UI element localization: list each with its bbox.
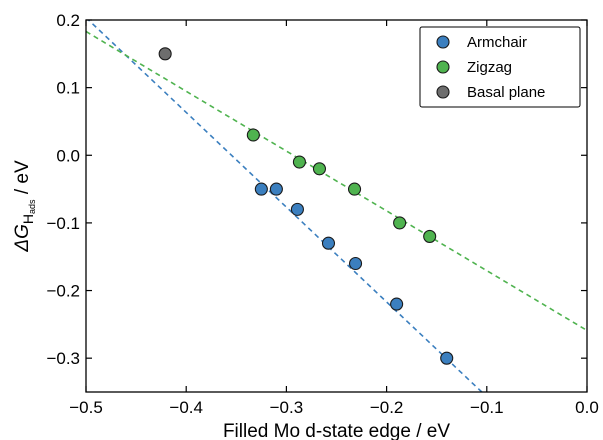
fit-lines	[86, 20, 587, 392]
y-axis-title-main: ΔG	[12, 224, 33, 253]
legend-marker-basal-plane	[436, 85, 450, 99]
y-tick-label: −0.3	[46, 349, 80, 368]
point-armchair	[254, 182, 268, 196]
point-armchair	[440, 351, 454, 365]
y-tick-label: 0.0	[56, 146, 80, 165]
plot-frame	[85, 19, 588, 393]
point-zigzag	[312, 162, 327, 176]
point-armchair	[269, 182, 283, 196]
y-tick-label: −0.1	[46, 214, 80, 233]
point-armchair	[321, 236, 336, 250]
legend-label: Armchair	[467, 34, 527, 51]
y-tick-label: 0.2	[56, 11, 80, 30]
x-axis-title: Filled Mo d-state edge / eV	[223, 421, 450, 440]
x-tick-label: −0.4	[169, 398, 203, 417]
y-axis-title-unit: / eV	[12, 160, 33, 199]
y-axis-ticks: −0.3 −0.2 −0.1 0.0 0.1 0.2	[46, 11, 587, 368]
point-zigzag	[246, 128, 260, 142]
x-tick-label: −0.1	[470, 398, 504, 417]
point-basal-plane	[158, 47, 172, 61]
y-tick-label: −0.2	[46, 282, 80, 301]
x-tick-label: −0.2	[370, 398, 404, 417]
y-axis-title-subsub: ads	[27, 199, 37, 214]
legend-marker-armchair	[436, 35, 450, 49]
legend-box	[419, 26, 581, 108]
y-tick-label: 0.1	[56, 79, 80, 98]
point-armchair	[290, 202, 304, 216]
legend-marker-zigzag	[436, 60, 450, 74]
fit-line-zigzag	[86, 30, 587, 332]
point-zigzag	[292, 155, 306, 169]
x-tick-label: −0.5	[69, 398, 103, 417]
y-axis-title-sub: H	[20, 214, 36, 224]
legend-label: Zigzag	[467, 59, 512, 76]
data-points	[158, 47, 454, 365]
y-axis-title: ΔGHads / eV	[12, 160, 37, 253]
x-tick-label: −0.3	[270, 398, 304, 417]
legend-label: Basal plane	[467, 84, 545, 101]
fit-line-armchair	[87, 20, 483, 392]
point-zigzag	[393, 216, 407, 230]
point-armchair	[348, 256, 363, 271]
x-axis-ticks: −0.5 −0.4 −0.3 −0.2 −0.1 0.0	[69, 20, 599, 417]
x-tick-label: 0.0	[575, 398, 599, 417]
point-zigzag	[347, 182, 362, 196]
legend: Armchair Zigzag Basal plane	[419, 26, 581, 108]
point-zigzag	[423, 229, 437, 243]
point-armchair	[390, 297, 404, 311]
